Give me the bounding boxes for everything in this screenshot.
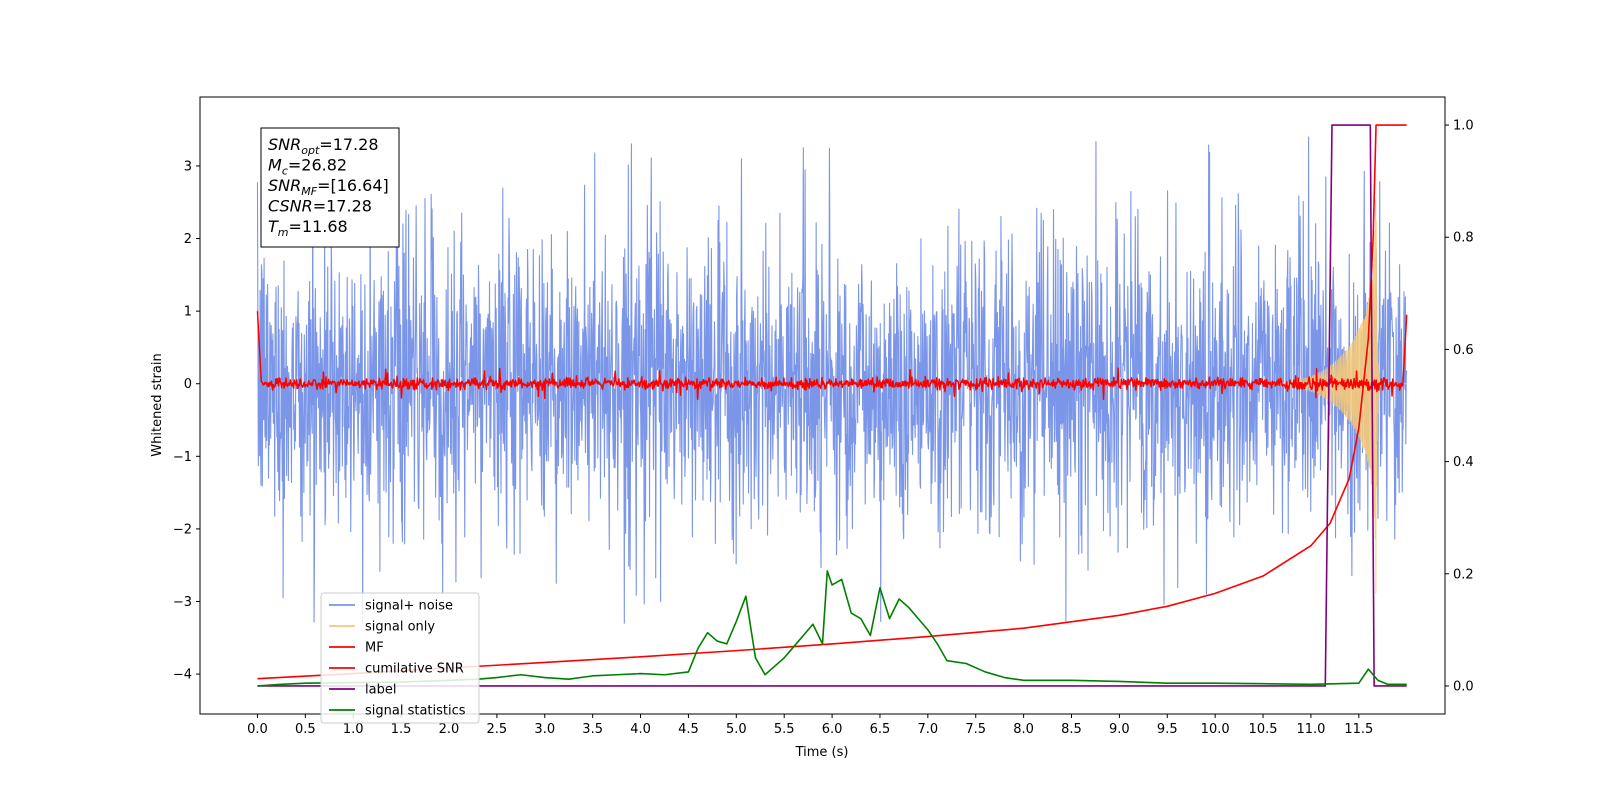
x-tick-label: 6.0: [822, 722, 843, 737]
x-tick-label: 10.5: [1249, 722, 1278, 737]
legend-label-label: label: [365, 683, 396, 698]
x-tick-label: 7.0: [918, 722, 939, 737]
y-tick-label: 0: [184, 377, 192, 392]
info-line-csnr: CSNR=17.28: [268, 197, 372, 216]
legend-label-signal-only: signal only: [365, 620, 435, 635]
x-tick-label: 8.5: [1061, 722, 1082, 737]
x-tick-label: 8.0: [1013, 722, 1034, 737]
y2-tick-label: 0.8: [1453, 231, 1474, 246]
series-mf-line: [256, 311, 1408, 401]
info-box-frame: [260, 127, 400, 248]
x-tick-label: 10.0: [1201, 722, 1230, 737]
y2-tick-label: 0.4: [1453, 455, 1474, 470]
x-tick-label: 1.0: [343, 722, 364, 737]
y-tick-label: −3: [173, 595, 192, 610]
x-tick-label: 7.5: [965, 722, 986, 737]
series-layer: [256, 124, 1408, 687]
y-tick-label: −2: [173, 522, 192, 537]
info-box: SNRopt=17.28Mc=26.82SNRMF=[16.64]CSNR=17…: [260, 127, 400, 248]
y-axis-label: Whitened strain: [150, 353, 165, 456]
x-tick-label: 2.5: [487, 722, 508, 737]
legend-label-cumilative-snr: cumilative SNR: [365, 662, 464, 677]
y-tick-label: 2: [184, 232, 192, 247]
x-tick-label: 4.5: [678, 722, 699, 737]
x-tick-label: 5.5: [774, 722, 795, 737]
x-tick-label: 3.5: [582, 722, 603, 737]
y2-tick-label: 0.0: [1453, 679, 1474, 694]
x-tick-label: 9.5: [1157, 722, 1178, 737]
x-axis-label: Time (s): [795, 745, 849, 760]
x-tick-label: 5.0: [726, 722, 747, 737]
legend-label-mf: MF: [365, 641, 384, 656]
legend-frame: [320, 592, 480, 724]
x-axis: 0.0 0.5 1.0 1.5 2.0 2.5 3.0 3.5 4.0 4.5 5.0 5.5 6.0 6…: [247, 714, 1373, 737]
y-tick-label: 1: [184, 305, 192, 320]
legend: signal+ noise signal only MF cumilative SNR…: [320, 592, 480, 724]
info-line-snr-mf: SNRMF=[16.64]: [268, 176, 389, 198]
x-tick-label: 2.0: [439, 722, 460, 737]
legend-label-signal-noise: signal+ noise: [365, 599, 453, 614]
x-tick-label: 11.0: [1296, 722, 1325, 737]
x-tick-label: 0.5: [295, 722, 316, 737]
x-tick-label: 6.5: [870, 722, 891, 737]
y2-tick-label: 0.6: [1453, 343, 1474, 358]
series-signal-noise-line: [256, 136, 1408, 624]
info-line-t-m: Tm=11.68: [268, 217, 348, 239]
x-tick-label: 1.5: [391, 722, 412, 737]
info-line-m-c: Mc=26.82: [268, 156, 347, 178]
y-tick-label: −4: [173, 668, 192, 683]
x-tick-label: 9.0: [1109, 722, 1130, 737]
plot-frame: [199, 96, 1446, 715]
x-tick-label: 4.0: [630, 722, 651, 737]
y-tick-label: −1: [173, 450, 192, 465]
info-line-snr-opt: SNRopt=17.28: [268, 135, 379, 157]
x-tick-label: 0.0: [247, 722, 268, 737]
y-axis-right: 1.0 0.8 0.6 0.4 0.2 0.0: [1445, 119, 1474, 694]
series-signal-statistics-line: [257, 570, 1407, 687]
legend-label-signal-statistics: signal statistics: [365, 704, 466, 719]
x-tick-label: 3.0: [534, 722, 555, 737]
y-axis-left: 3 2 1 0 −1 −2 −3 −4: [173, 159, 200, 683]
y2-tick-label: 1.0: [1453, 119, 1474, 134]
series-label-line: [257, 124, 1407, 687]
y2-tick-label: 0.2: [1453, 567, 1474, 582]
y-tick-label: 3: [184, 159, 192, 174]
x-tick-label: 11.5: [1344, 722, 1373, 737]
